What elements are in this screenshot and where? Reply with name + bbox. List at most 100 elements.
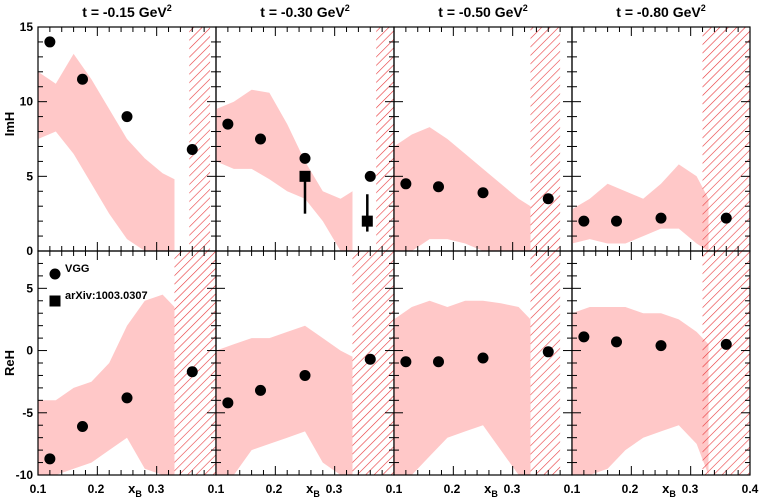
vgg-point (578, 331, 590, 343)
vgg-point (77, 420, 88, 432)
vgg-point (542, 193, 554, 205)
x-tick-label: 0.4 (742, 482, 759, 496)
x-ticks (571, 27, 751, 251)
vgg-point (77, 73, 88, 85)
legend-label: VGG (65, 263, 89, 275)
x-ticks (571, 251, 751, 475)
vgg-point (433, 356, 444, 368)
vgg-point (121, 111, 133, 123)
uncertainty-band (216, 325, 353, 475)
x-tick-label: 0.3 (682, 482, 699, 496)
y-tick-label: 0 (26, 344, 33, 358)
panel-reh-t1 (37, 250, 217, 476)
arxiv-point (361, 215, 373, 227)
x-tick-label: 0.2 (444, 482, 461, 496)
panel-reh-t4 (571, 250, 751, 476)
uncertainty-band (572, 164, 709, 251)
uncertainty-band (572, 307, 709, 475)
x-axis-label-main: x (484, 481, 492, 496)
column-title-unit: GeV (491, 4, 524, 20)
uncertainty-band (38, 53, 175, 251)
x-tick-label: 0.3 (326, 482, 343, 496)
column-title: t = -0.50 GeV2 (438, 3, 527, 20)
y-ticks (216, 250, 394, 476)
x-tick-label: 0.2 (622, 482, 639, 496)
column-title-sup: 2 (523, 3, 528, 13)
column-title-unit: GeV (313, 4, 346, 20)
x-axis-label: xB (128, 481, 142, 499)
panel-imh-t4 (571, 26, 751, 252)
y-tick-label: 5 (26, 281, 33, 295)
vgg-point (578, 215, 590, 227)
hatched-region (702, 251, 750, 475)
y-axis-label: ReH (2, 350, 17, 376)
column-title-prefix: t = (616, 4, 637, 20)
x-tick-label: 0.2 (88, 482, 105, 496)
y-ticks (38, 250, 216, 476)
labels-layer: t = -0.15 GeV2 t = -0.30 GeV2 t = -0.50 Ge… (2, 3, 759, 499)
arxiv-point (299, 170, 311, 182)
y-ticks (572, 250, 750, 476)
panel-imh-t3 (393, 26, 573, 252)
vgg-point (364, 353, 376, 365)
vgg-point (720, 212, 732, 224)
uncertainty-band (394, 300, 531, 475)
vgg-point (400, 356, 412, 368)
x-axis-label-sub: B (491, 489, 498, 499)
hatched-region (174, 251, 216, 475)
y-tick-label: 10 (20, 95, 34, 109)
y-tick-label: 0 (26, 244, 33, 258)
vgg-point (720, 338, 732, 350)
x-axis-label: xB (306, 481, 320, 499)
vgg-point (433, 181, 444, 193)
column-title-sup: 2 (167, 3, 172, 13)
x-tick-label: 0.3 (148, 482, 165, 496)
x-tick-label: 0.2 (266, 482, 283, 496)
vgg-point (477, 352, 489, 364)
legend: VGG arXiv:1003.0307 (49, 263, 148, 307)
hatched-region (189, 27, 211, 251)
vgg-point (542, 346, 554, 358)
vgg-point (299, 152, 311, 164)
vgg-point (611, 336, 622, 348)
vgg-point (121, 392, 133, 404)
y-axis-label: ImH (2, 112, 17, 137)
column-title-prefix: t = (260, 4, 281, 20)
y-tick-label: 15 (20, 20, 34, 34)
uncertainty-band (38, 294, 175, 475)
x-axis-label-sub: B (313, 489, 320, 499)
vgg-point (44, 453, 56, 465)
column-title-value: -0.15 (103, 4, 135, 20)
vgg-point (186, 366, 198, 378)
x-axis-label-sub: B (669, 489, 676, 499)
column-title-unit: GeV (135, 4, 168, 20)
hatched-region (530, 27, 561, 251)
column-title-value: -0.30 (281, 4, 313, 20)
x-tick-label: 0.1 (208, 482, 225, 496)
vgg-point (222, 397, 234, 409)
y-ticks (216, 26, 394, 252)
y-tick-label: -5 (22, 406, 33, 420)
panel-reh-t3 (393, 250, 573, 476)
y-tick-label: 5 (26, 169, 33, 183)
x-tick-label: 0.1 (386, 482, 403, 496)
x-tick-label: 0.3 (504, 482, 521, 496)
panels-layer (37, 26, 751, 476)
vgg-point (611, 215, 622, 227)
column-title: t = -0.15 GeV2 (82, 3, 171, 20)
y-ticks (394, 26, 572, 252)
vgg-point (299, 369, 311, 381)
uncertainty-band (216, 89, 353, 251)
column-title-value: -0.50 (459, 4, 491, 20)
x-tick-label: 0.1 (564, 482, 581, 496)
panel-imh-t1 (37, 26, 217, 252)
x-tick-label: 0.1 (30, 482, 47, 496)
x-axis-label: xB (484, 481, 498, 499)
vgg-point (255, 384, 266, 396)
vgg-point (655, 340, 667, 352)
x-ticks (393, 27, 573, 251)
column-title-sup: 2 (345, 3, 350, 13)
uncertainty-band (394, 127, 531, 251)
column-title: t = -0.80 GeV2 (616, 3, 705, 20)
